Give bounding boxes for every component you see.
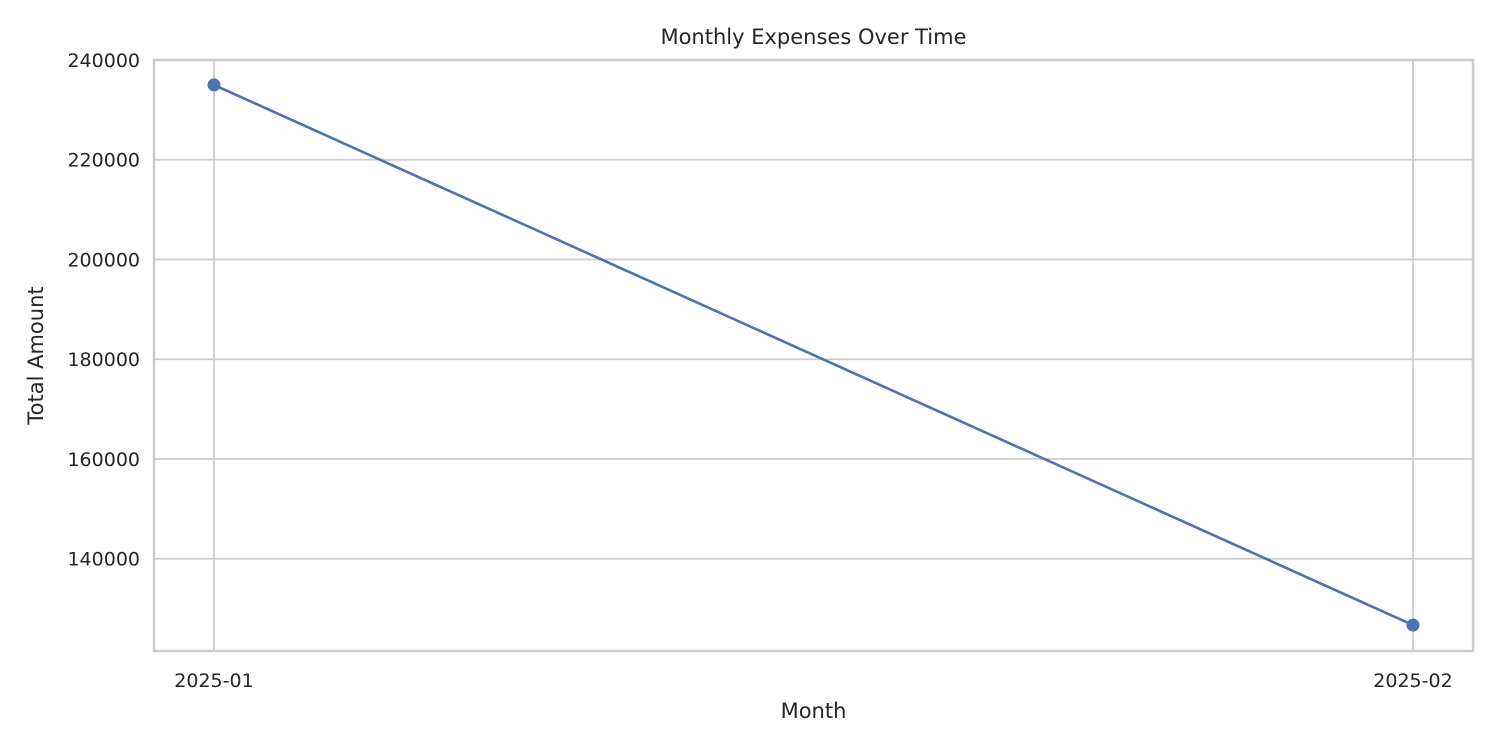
chart-title: Monthly Expenses Over Time [660,25,966,49]
x-tick-label: 2025-01 [174,670,253,692]
y-tick-label: 220000 [67,150,140,172]
y-tick-label: 200000 [67,249,140,271]
x-tick-label: 2025-02 [1373,670,1452,692]
series-line [212,83,1415,627]
y-tick-label: 240000 [67,50,140,72]
plot-frame [152,58,1475,653]
x-axis-label: Month [781,699,847,723]
y-tick-label: 160000 [67,449,140,471]
y-axis-label: Total Amount [24,286,48,425]
y-tick-label: 140000 [67,549,140,571]
y-axis-ticks: 140000 160000 180000 200000 220000 240000 [67,50,140,571]
y-tick-label: 180000 [67,349,140,371]
data-point [207,78,221,92]
x-axis-ticks: 2025-01 2025-02 [174,670,1452,692]
data-point [1406,618,1420,632]
series-layer [207,78,1420,632]
